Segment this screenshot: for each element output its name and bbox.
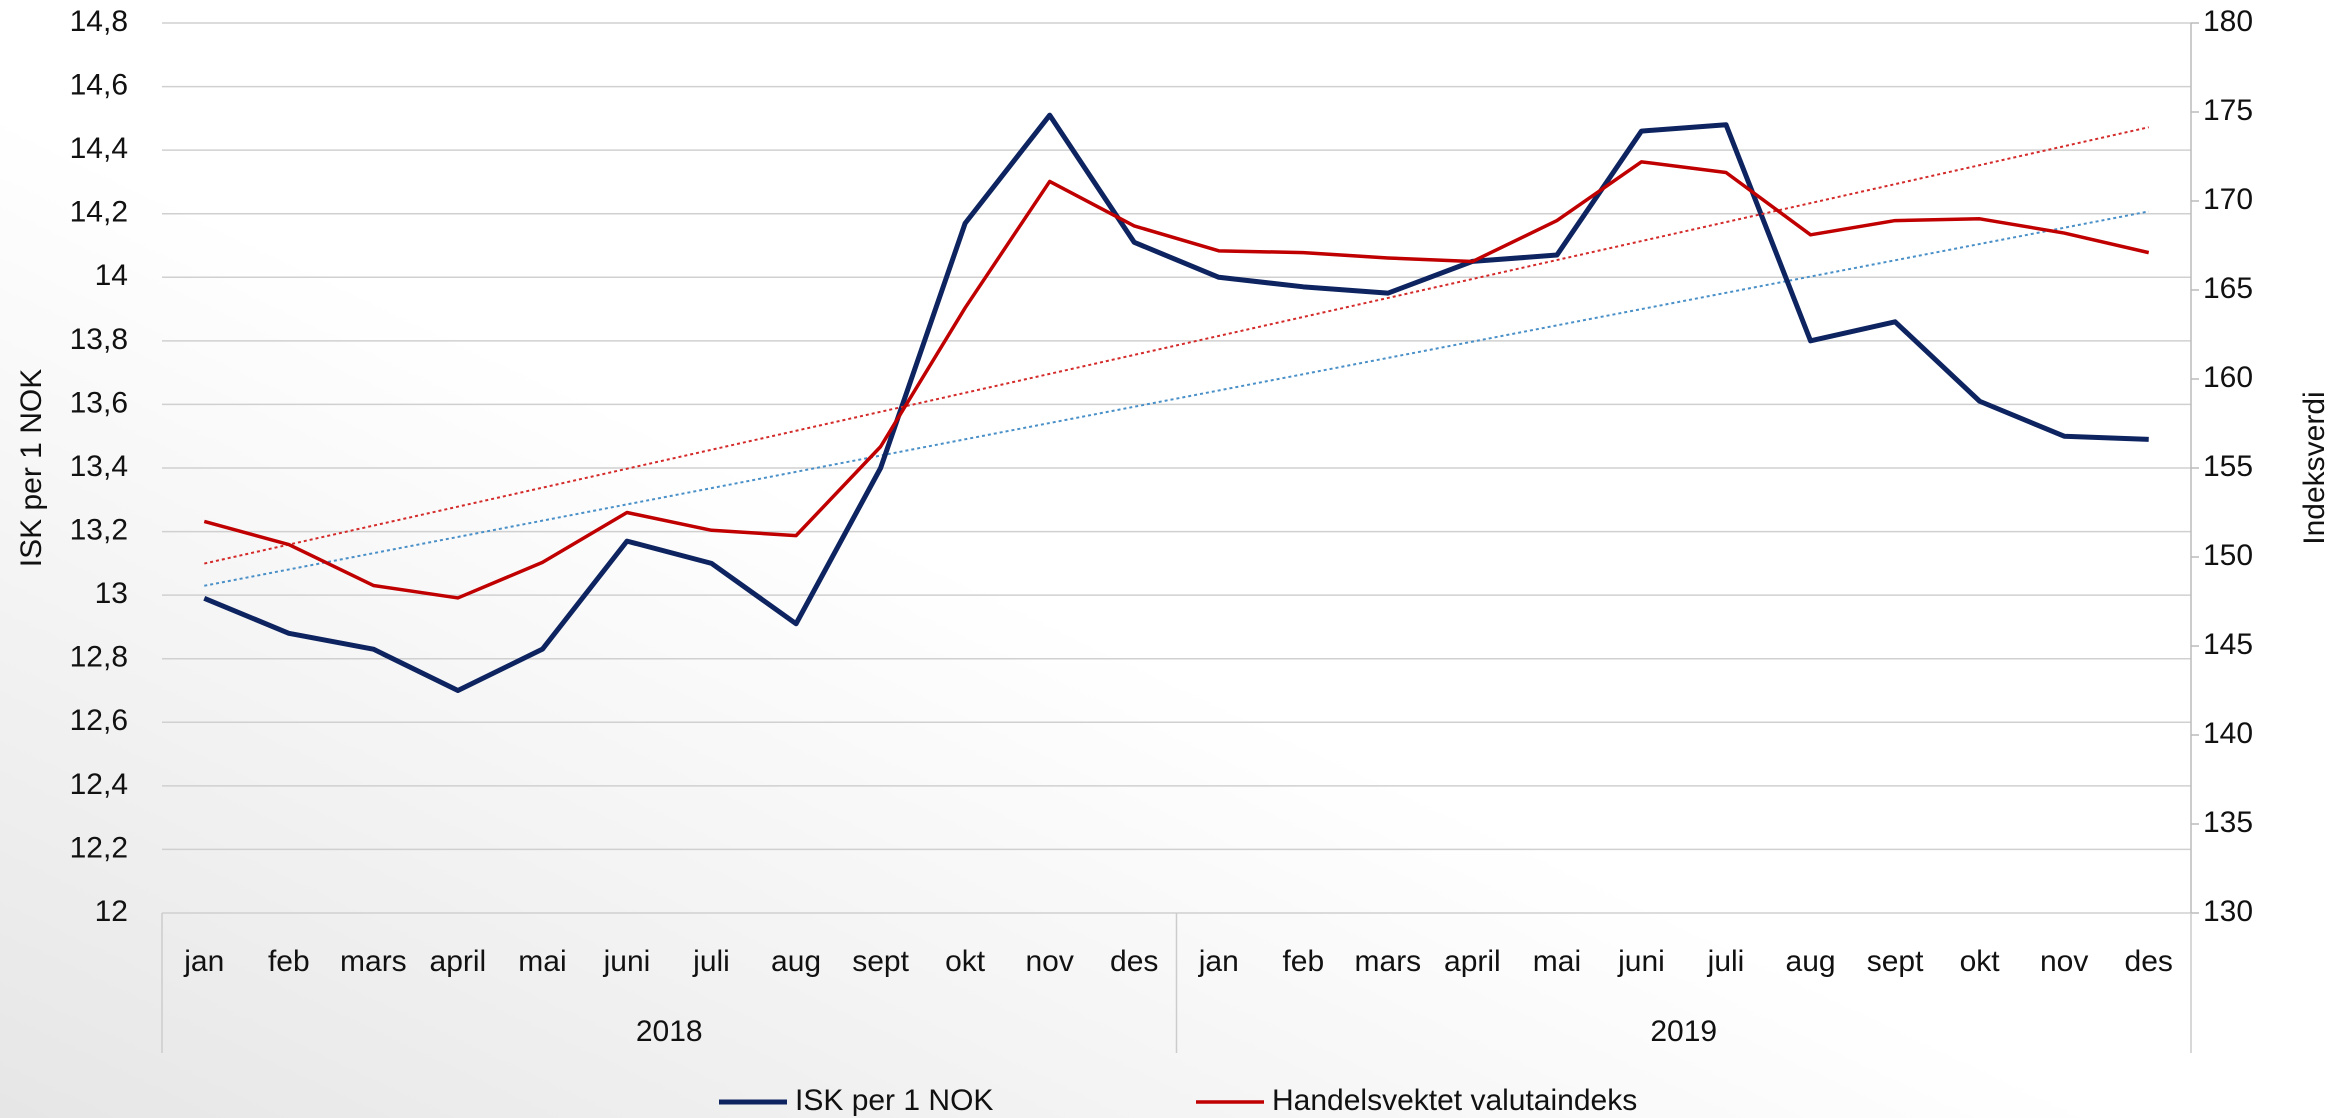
legend-label: ISK per 1 NOK xyxy=(795,1084,993,1117)
y-tick-label: 13 xyxy=(95,577,128,610)
x-tick-label: jan xyxy=(1198,945,1239,978)
y2-tick-label: 165 xyxy=(2203,272,2253,305)
y2-tick-label: 145 xyxy=(2203,628,2253,661)
y2-tick-label: 150 xyxy=(2203,539,2253,572)
y-tick-label: 14 xyxy=(95,259,128,292)
trendline xyxy=(204,126,2149,565)
y-tick-label: 12,2 xyxy=(70,831,128,864)
x-tick-label: feb xyxy=(1282,945,1324,978)
x-tick-label: nov xyxy=(2040,945,2088,978)
trendline xyxy=(204,210,2149,587)
y2-tick-label: 135 xyxy=(2203,806,2253,839)
line-series xyxy=(203,112,2149,693)
y2-tick-label: 140 xyxy=(2203,717,2253,750)
x-tick-label: des xyxy=(1110,945,1158,978)
y-tick-label: 14,8 xyxy=(70,5,128,38)
x-tick-label: okt xyxy=(1960,945,2001,978)
y-tick-label: 12 xyxy=(95,895,128,928)
y2-tick-label: 170 xyxy=(2203,183,2253,216)
y-tick-label: 12,8 xyxy=(70,641,128,674)
y-tick-label: 14,4 xyxy=(70,132,128,165)
y2-tick-label: 130 xyxy=(2203,895,2253,928)
y2-axis-title: Indeksverdi xyxy=(2298,391,2331,544)
x-tick-label: jan xyxy=(183,945,224,978)
y-tick-label: 12,4 xyxy=(70,768,128,801)
x-tick-label: des xyxy=(2125,945,2173,978)
y2-tick-label: 175 xyxy=(2203,94,2253,127)
y-tick-label: 13,4 xyxy=(70,450,128,483)
y2-tick-label: 160 xyxy=(2203,361,2253,394)
group-label: 2018 xyxy=(636,1015,703,1048)
legend-label: Handelsvektet valutaindeks xyxy=(1272,1084,1637,1117)
y-tick-label: 13,6 xyxy=(70,386,128,419)
x-tick-label: juni xyxy=(1617,945,1665,978)
x-tick-label: okt xyxy=(945,945,986,978)
y-tick-label: 14,6 xyxy=(70,68,128,101)
x-tick-label: mai xyxy=(1533,945,1581,978)
x-tick-label: aug xyxy=(771,945,821,978)
y2-tick-label: 180 xyxy=(2203,5,2253,38)
x-tick-label: aug xyxy=(1786,945,1836,978)
y-axis-title: ISK per 1 NOK xyxy=(15,369,48,567)
y-tick-label: 12,6 xyxy=(70,704,128,737)
x-tick-label: april xyxy=(1444,945,1501,978)
x-tick-label: mars xyxy=(340,945,407,978)
x-tick-label: juni xyxy=(603,945,651,978)
y-tick-label: 13,2 xyxy=(70,513,128,546)
y-tick-label: 13,8 xyxy=(70,323,128,356)
line-series xyxy=(203,160,2150,600)
x-tick-label: mai xyxy=(518,945,566,978)
y-tick-label: 14,2 xyxy=(70,196,128,229)
x-tick-label: juli xyxy=(1707,945,1745,978)
x-tick-label: juli xyxy=(692,945,730,978)
x-tick-label: sept xyxy=(1867,945,1924,978)
x-tick-label: april xyxy=(430,945,487,978)
y2-tick-label: 155 xyxy=(2203,450,2253,483)
x-tick-label: mars xyxy=(1355,945,1422,978)
x-tick-label: sept xyxy=(852,945,909,978)
x-tick-label: feb xyxy=(268,945,310,978)
group-label: 2019 xyxy=(1650,1015,1717,1048)
x-tick-label: nov xyxy=(1026,945,1074,978)
